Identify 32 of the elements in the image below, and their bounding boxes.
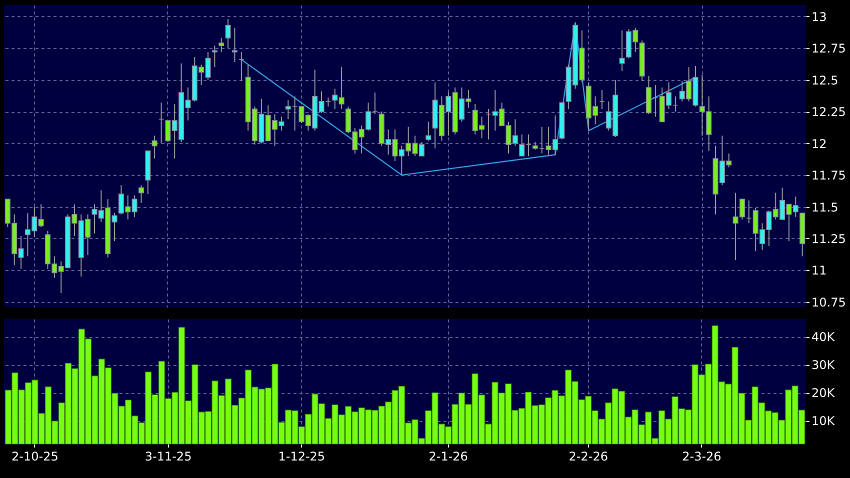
y-tick-label: 30K [812, 358, 836, 372]
y-tick-label: 40K [812, 330, 836, 344]
candlestick [138, 184, 144, 204]
candlestick [218, 37, 224, 52]
x-tick-label: 3-11-25 [144, 450, 192, 464]
y-tick-label: 12.5 [812, 73, 838, 88]
candlestick [619, 30, 625, 72]
y-tick-label: 13 [812, 10, 827, 24]
candlestick [238, 51, 244, 82]
x-tick-label: 2-2-26 [568, 450, 608, 464]
candlestick [212, 45, 218, 68]
candlestick [232, 27, 238, 63]
y-tick-label: 12 [812, 136, 827, 151]
candlestick [152, 135, 158, 160]
y-tick-label: 12.25 [812, 105, 846, 120]
y-tick-label: 11 [812, 264, 827, 278]
candlestick [225, 18, 231, 49]
y-tick-label: 11.75 [812, 168, 846, 183]
y-tick-label: 11.5 [812, 200, 838, 214]
candlestick [158, 102, 164, 144]
candlestick [426, 121, 432, 142]
y-tick-label: 10.75 [812, 295, 846, 310]
candlestick [599, 90, 605, 110]
y-tick-label: 10K [812, 414, 836, 428]
x-tick-label: 2-1-26 [428, 450, 468, 464]
y-tick-label: 12.75 [812, 42, 846, 56]
x-tick-label: 2-3-26 [682, 450, 722, 464]
x-tick-label: 2-10-25 [12, 450, 58, 464]
y-tick-label: 11.25 [812, 232, 846, 246]
candlestick [746, 200, 752, 224]
x-tick-label: 1-12-25 [278, 450, 326, 464]
y-tick-label: 20K [812, 386, 836, 400]
